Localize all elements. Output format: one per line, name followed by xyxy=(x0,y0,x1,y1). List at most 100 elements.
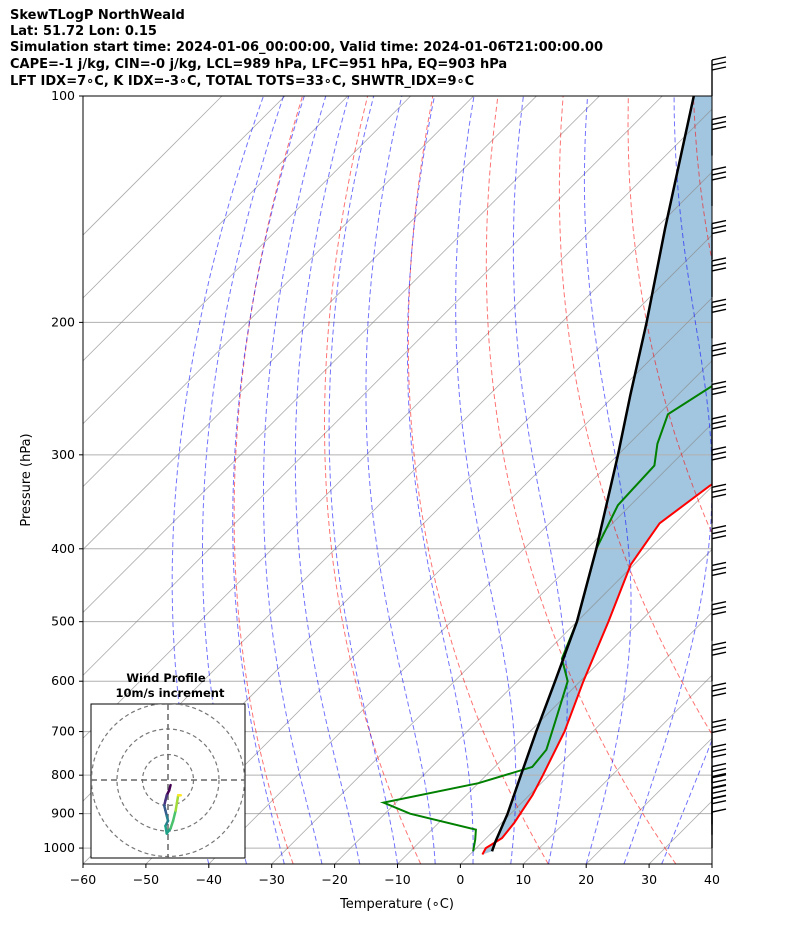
wind-barb-flag xyxy=(711,342,727,347)
wind-barb-flag xyxy=(711,535,727,540)
wind-barb xyxy=(711,415,727,455)
title-line-indices: LFT IDX=7∘C, K IDX=-3∘C, TOTAL TOTS=33∘C… xyxy=(10,74,475,89)
wind-barb-flag xyxy=(711,767,727,773)
wind-barb-flag xyxy=(711,483,727,489)
wind-barb-flag xyxy=(711,682,727,687)
wind-barb xyxy=(711,166,727,206)
hodograph-subtitle: 10m/s increment xyxy=(116,686,225,700)
isotherm-line xyxy=(83,96,600,613)
wind-barb-flag xyxy=(711,601,727,606)
wind-barb xyxy=(711,784,727,825)
wind-barb-flag xyxy=(711,308,727,314)
wind-barb-flag xyxy=(711,692,727,697)
title-line-latlon: Lat: 51.72 Lon: 0.15 xyxy=(10,24,157,39)
isotherm-line xyxy=(397,548,712,864)
x-tick-label: −50 xyxy=(133,872,159,887)
moist-adiabat xyxy=(661,738,712,864)
moist-adiabat xyxy=(623,96,712,864)
moist-adiabat xyxy=(365,96,436,864)
dry-adiabat xyxy=(485,96,677,864)
y-axis-label: Pressure (hPa) xyxy=(19,433,34,526)
isotherm-line xyxy=(83,96,411,425)
wind-barb-flag xyxy=(711,687,727,692)
parcel-profile xyxy=(490,96,696,852)
wind-barb-flag xyxy=(711,166,727,171)
moist-adiabat xyxy=(263,96,327,864)
wind-barb-flag xyxy=(711,561,727,567)
dewpoint-profile xyxy=(380,384,712,852)
wind-barb-flag xyxy=(711,753,727,758)
profile-layer xyxy=(380,96,712,855)
wind-barb-flag xyxy=(711,219,727,225)
x-tick-label: −20 xyxy=(321,872,347,887)
wind-barb-flag xyxy=(711,795,727,800)
wind-barb-flag xyxy=(711,125,727,131)
wind-barb-flag xyxy=(711,651,727,656)
wind-barb-flag xyxy=(711,571,727,577)
dry-adiabat xyxy=(324,96,422,864)
hodograph-title: Wind Profile xyxy=(126,671,206,685)
wind-barb xyxy=(711,718,727,759)
wind-barb-flag xyxy=(711,385,727,391)
dry-adiabat xyxy=(233,96,303,864)
wind-barb-flag xyxy=(711,488,727,494)
moist-adiabat xyxy=(455,96,517,864)
wind-barb xyxy=(711,446,727,486)
wind-barb-flag xyxy=(711,778,727,784)
wind-barb-flag xyxy=(711,808,727,813)
wind-barb-flag xyxy=(711,772,727,778)
y-tick-label: 100 xyxy=(51,88,75,103)
cape-shaded-area xyxy=(482,96,712,855)
wind-barb xyxy=(711,257,727,297)
dry-adiabat xyxy=(558,96,712,736)
x-tick-label: 20 xyxy=(578,872,594,887)
wind-barb xyxy=(711,342,727,382)
isotherm-line xyxy=(83,96,663,676)
wind-barb xyxy=(711,601,727,641)
wind-barb-flag xyxy=(711,420,727,425)
wind-barb xyxy=(711,773,727,814)
wind-barb-flag xyxy=(711,66,727,71)
wind-barb xyxy=(711,561,727,602)
hodograph xyxy=(91,704,245,858)
x-tick-label: −40 xyxy=(196,872,222,887)
wind-barb-flag xyxy=(711,525,727,530)
wind-barb-flag xyxy=(711,120,727,126)
wind-barb-flag xyxy=(711,641,727,646)
wind-barb-flag xyxy=(711,347,727,352)
y-tick-label: 700 xyxy=(51,724,75,739)
isotherm-line xyxy=(271,423,712,864)
wind-barb-flag xyxy=(711,789,727,795)
isotherm-line xyxy=(83,96,223,236)
isotherm-line xyxy=(711,863,712,864)
title-line-station: SkewTLogP NorthWeald xyxy=(10,8,185,23)
wind-barb xyxy=(711,808,727,849)
y-tick-label: 800 xyxy=(51,767,75,782)
hodograph-segment xyxy=(175,794,180,805)
hodograph-segment xyxy=(171,809,177,823)
wind-barb-flag xyxy=(711,446,727,451)
wind-barb-flag xyxy=(711,456,727,461)
x-tick-label: 10 xyxy=(515,872,531,887)
wind-barb-flag xyxy=(711,257,727,262)
isotherm-line xyxy=(83,96,537,551)
wind-barb xyxy=(711,483,727,524)
x-axis-label: Temperature (∘C) xyxy=(339,897,454,912)
y-tick-label: 500 xyxy=(51,614,75,629)
wind-barb-flag xyxy=(711,773,727,779)
isotherm-line xyxy=(83,108,712,739)
isotherm-line xyxy=(145,297,712,864)
y-tick-label: 1000 xyxy=(43,840,75,855)
x-tick-label: 30 xyxy=(641,872,657,887)
wind-barb-flag xyxy=(711,415,727,420)
wind-barb-flag xyxy=(711,743,727,748)
y-tick-label: 200 xyxy=(51,314,75,329)
wind-barbs xyxy=(711,56,727,849)
isotherm-line xyxy=(83,96,474,488)
y-axis: 100 200 300 400 500 600 700 800 900 1000 xyxy=(43,88,83,855)
wind-barb xyxy=(711,641,727,682)
x-tick-label: −10 xyxy=(384,872,410,887)
dry-adiabat xyxy=(759,96,794,864)
grid-layer xyxy=(83,96,794,864)
